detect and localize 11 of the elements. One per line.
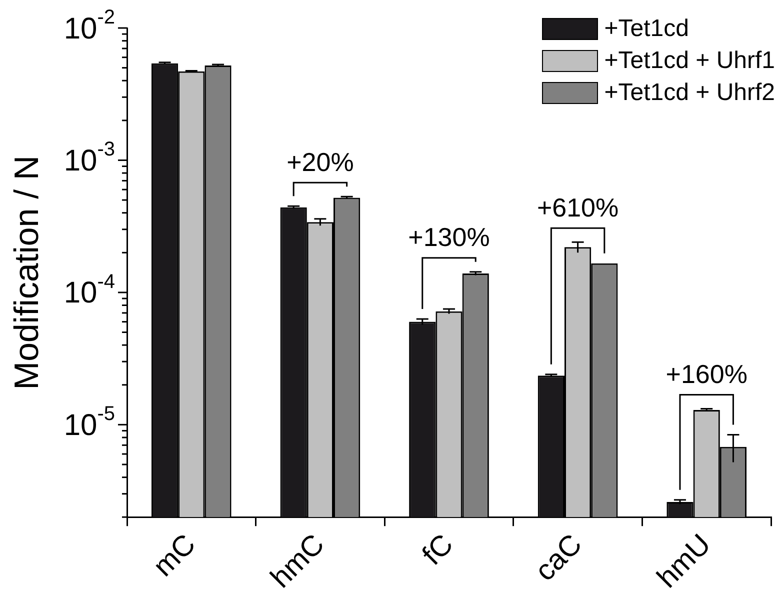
annotation: +130% [408,222,490,252]
x-tick-label: mC [147,528,202,583]
x-tick-label: caC [529,528,588,588]
legend-label: +Tet1cd [604,14,689,44]
y-axis-title: Modification / N [8,155,46,390]
legend-label: +Tet1cd + Uhrf1 [604,46,775,76]
annotation: +160% [666,358,748,389]
x-tick-label: fC [416,528,460,572]
annotation: +610% [536,192,619,222]
legend-label: +Tet1cd + Uhrf2 [604,78,775,108]
annotation: +20% [286,146,354,177]
